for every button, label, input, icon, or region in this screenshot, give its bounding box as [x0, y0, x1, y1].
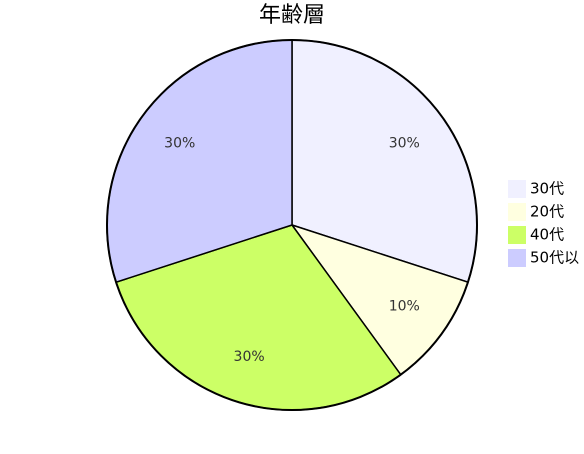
legend-swatch [508, 203, 526, 221]
slice-label: 30% [164, 135, 195, 151]
legend-label: 20代 [530, 203, 564, 221]
legend-swatch [508, 180, 526, 198]
slice-label: 30% [389, 135, 420, 151]
legend-label: 40代 [530, 226, 564, 244]
slice-label: 30% [234, 349, 265, 365]
legend-swatch [508, 226, 526, 244]
legend-label: 30代 [530, 180, 564, 198]
legend-swatch [508, 249, 526, 267]
chart-title: 年齢層 [259, 3, 325, 28]
pie-outline [106, 39, 478, 411]
legend-label: 50代以 [530, 249, 579, 267]
slice-label: 10% [389, 299, 420, 315]
